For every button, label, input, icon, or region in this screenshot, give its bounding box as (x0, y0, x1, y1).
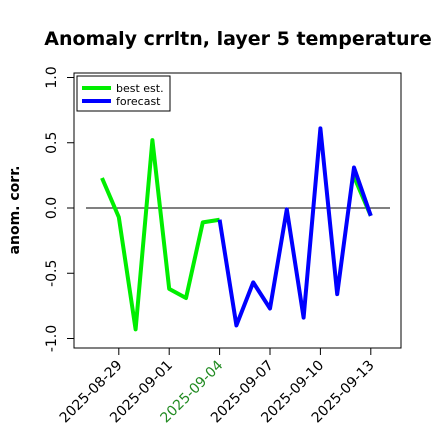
legend-label-best-est: best est. (116, 82, 164, 95)
y-tick-label: 0.5 (44, 132, 60, 154)
series-line-best-est (100, 138, 220, 332)
y-tick-label: 1.0 (44, 66, 60, 88)
y-tick-label: -1.0 (44, 325, 60, 352)
series-line-forecast (217, 126, 373, 328)
legend-label-forecast: forecast (116, 95, 161, 108)
y-tick-label: 0.0 (44, 197, 60, 219)
legend: best est. forecast (76, 75, 171, 112)
y-tick-label: -0.5 (44, 260, 60, 287)
y-axis-label: anom. corr. (7, 166, 23, 255)
chart-title: Anomaly crrltn, layer 5 temperature (44, 28, 432, 50)
plot-frame (73, 72, 402, 349)
legend-box (76, 75, 171, 112)
